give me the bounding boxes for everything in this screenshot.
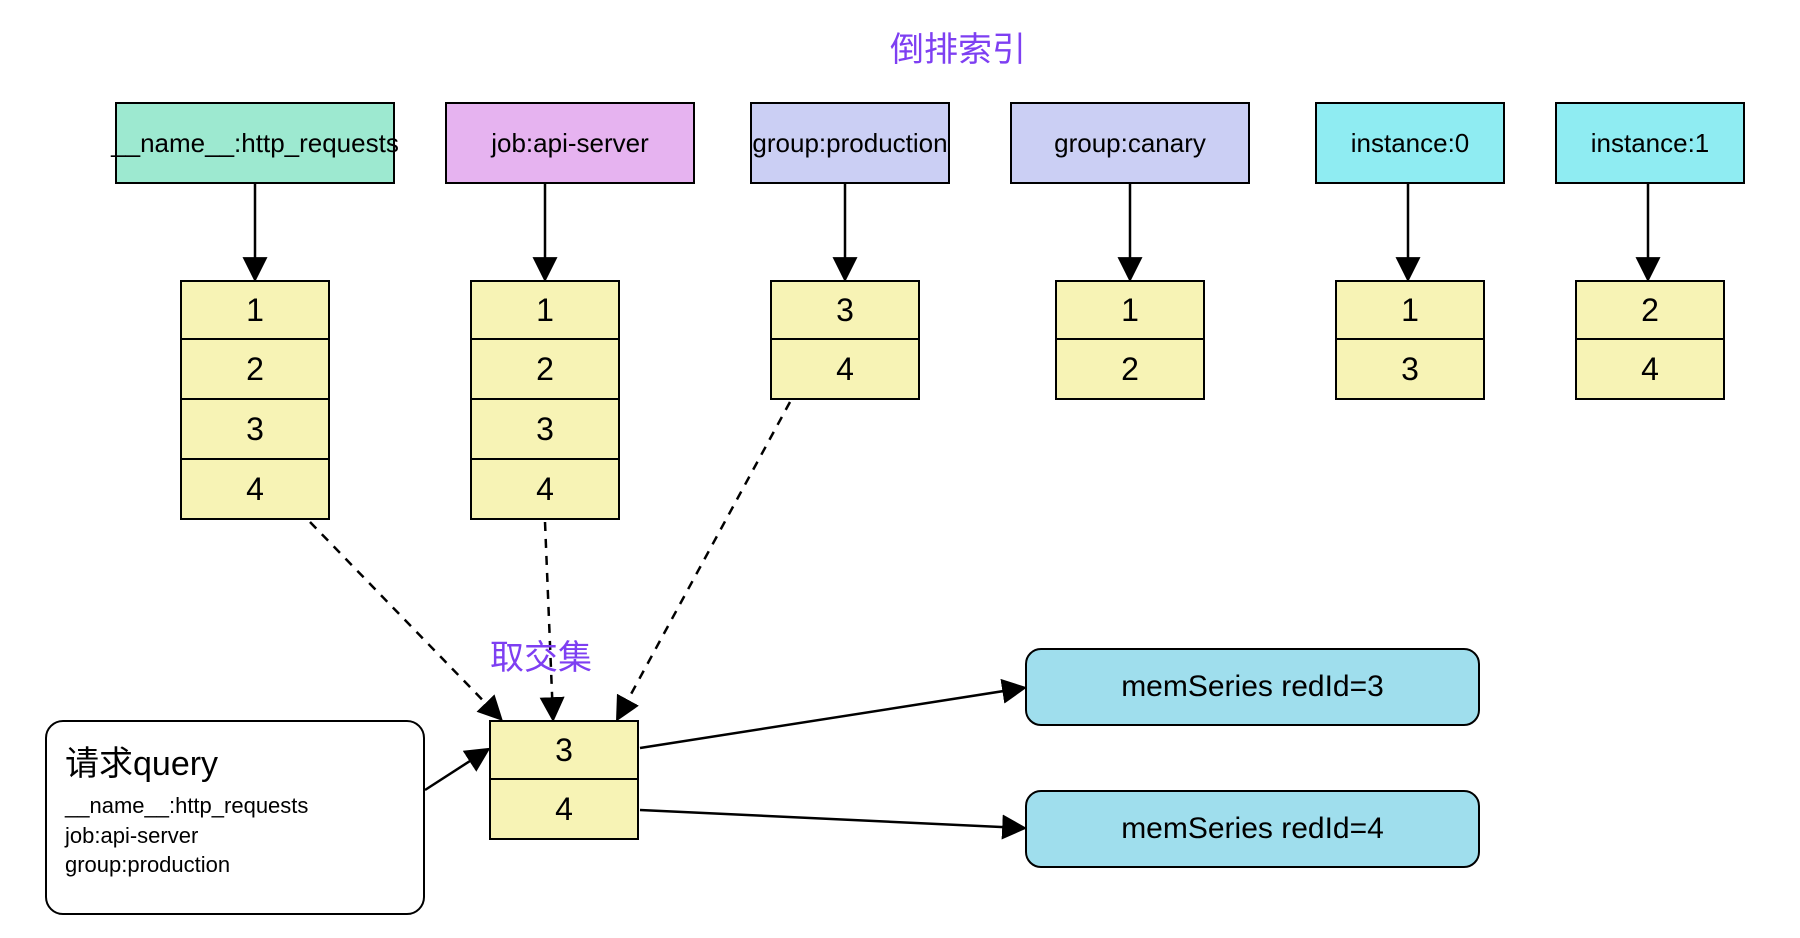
posting-cell: 4 bbox=[1575, 340, 1725, 400]
diagram-canvas: 倒排索引取交集__name__:http_requests1234job:api… bbox=[0, 0, 1800, 938]
posting-cell: 1 bbox=[1335, 280, 1485, 340]
query-line: group:production bbox=[65, 850, 405, 880]
query-title: 请求query bbox=[65, 736, 405, 785]
index-header-inst1: instance:1 bbox=[1555, 102, 1745, 184]
title-inverted-index: 倒排索引 bbox=[890, 22, 1026, 71]
title-intersection: 取交集 bbox=[490, 630, 592, 679]
posting-cell: 3 bbox=[770, 280, 920, 340]
posting-cell: 4 bbox=[770, 340, 920, 400]
posting-cell: 2 bbox=[1055, 340, 1205, 400]
index-header-prod: group:production bbox=[750, 102, 950, 184]
posting-cell: 1 bbox=[470, 280, 620, 340]
posting-cell: 4 bbox=[180, 460, 330, 520]
query-line: job:api-server bbox=[65, 821, 405, 851]
memseries-result-1: memSeries redId=3 bbox=[1025, 648, 1480, 726]
index-header-job: job:api-server bbox=[445, 102, 695, 184]
query-line: __name__:http_requests bbox=[65, 791, 405, 821]
memseries-result-2: memSeries redId=4 bbox=[1025, 790, 1480, 868]
posting-cell: 1 bbox=[180, 280, 330, 340]
posting-cell: 3 bbox=[470, 400, 620, 460]
posting-cell: 3 bbox=[1335, 340, 1485, 400]
index-header-canary: group:canary bbox=[1010, 102, 1250, 184]
posting-cell: 1 bbox=[1055, 280, 1205, 340]
intersection-cell: 4 bbox=[489, 780, 639, 840]
query-box: 请求query __name__:http_requestsjob:api-ser… bbox=[45, 720, 425, 915]
index-header-name: __name__:http_requests bbox=[115, 102, 395, 184]
posting-cell: 2 bbox=[1575, 280, 1725, 340]
posting-cell: 2 bbox=[470, 340, 620, 400]
posting-cell: 2 bbox=[180, 340, 330, 400]
posting-cell: 4 bbox=[470, 460, 620, 520]
index-header-inst0: instance:0 bbox=[1315, 102, 1505, 184]
intersection-cell: 3 bbox=[489, 720, 639, 780]
posting-cell: 3 bbox=[180, 400, 330, 460]
